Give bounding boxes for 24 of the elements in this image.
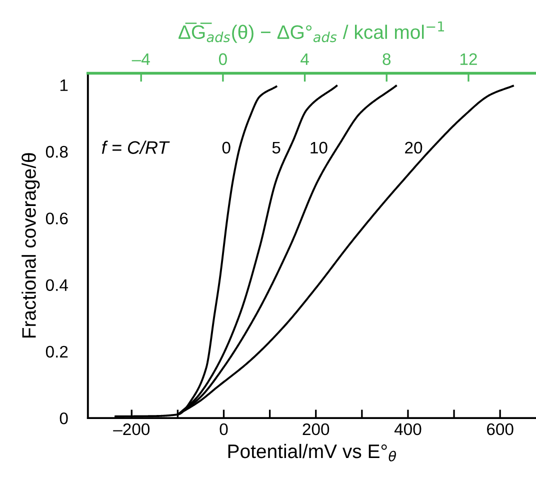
y-tick-label: 0.6 [46, 212, 68, 224]
x-tick-label: 600 [487, 423, 514, 436]
x2-tick-label: –4 [132, 53, 150, 65]
y-tick-label: 0.2 [46, 346, 68, 358]
x2-axis-title: Δ̅G̅$_{ads}$(θ) − ΔG°$_{ads}$ / kcal mol$^{−1}$ [178, 21, 444, 43]
x2-tick-label: 8 [382, 53, 391, 66]
x-axis-title: Potential/mV vs E°$_{θ}$ [228, 444, 396, 462]
y-axis-title: Fractional coverage/θ [22, 153, 40, 338]
y-tick-label: 0 [60, 412, 68, 424]
x2-tick-label: 12 [460, 53, 477, 65]
annotation: f = C/RT [102, 140, 170, 154]
series-label: 5 [272, 142, 280, 154]
y-tick-label: 0.4 [46, 279, 68, 292]
x2-tick-label: 4 [300, 53, 309, 65]
series-label: 0 [222, 142, 230, 154]
x-tick-label: 200 [302, 423, 330, 436]
y-tick-label: 1 [60, 79, 68, 91]
series-label: 20 [405, 142, 422, 154]
series-label: 10 [310, 142, 328, 154]
x2-tick-label: 0 [218, 53, 227, 66]
y-tick-label: 0.8 [46, 146, 68, 158]
x-tick-label: 400 [394, 423, 422, 436]
x-tick-label: 0 [220, 423, 228, 436]
x-tick-label: –200 [113, 423, 150, 436]
